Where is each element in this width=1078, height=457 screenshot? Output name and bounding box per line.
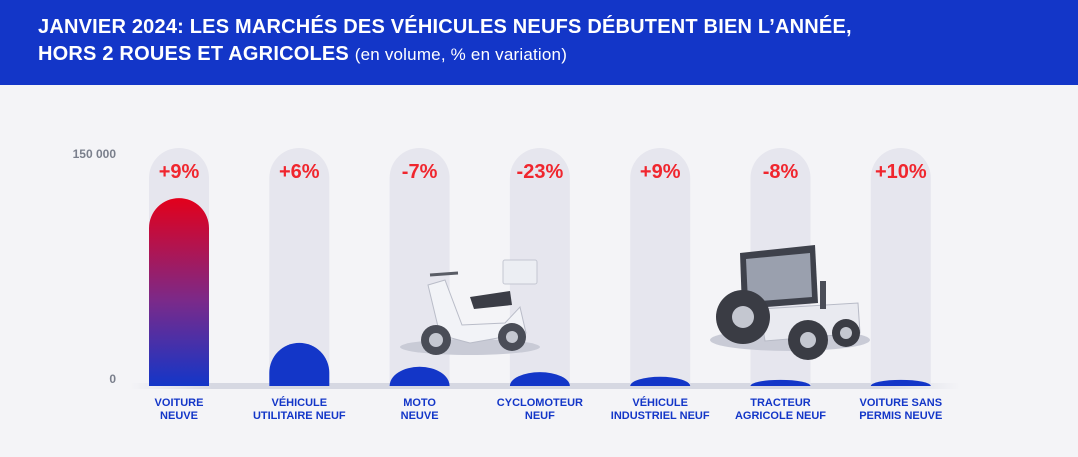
variation-label: -8% xyxy=(762,161,799,183)
bar-5 xyxy=(630,376,691,386)
category-label: VÉHICULE INDUSTRIEL NEUF xyxy=(610,397,710,422)
bar-track xyxy=(870,148,931,386)
bar-track xyxy=(630,148,691,386)
chart-header: JANVIER 2024: LES MARCHÉS DES VÉHICULES … xyxy=(0,0,1078,85)
chart-subtitle: (en volume, % en variation) xyxy=(354,45,568,64)
y-tick-bottom: 0 xyxy=(109,372,116,386)
variation-label: -23% xyxy=(516,161,564,183)
chart-title-line2-wrap: HORS 2 ROUES ET AGRICOLES (en volume, % … xyxy=(38,41,1078,68)
variation-label: +10% xyxy=(874,161,927,183)
bar-4 xyxy=(509,372,570,386)
variation-label: -7% xyxy=(401,161,438,183)
bar-6 xyxy=(750,379,811,386)
category-label: TRACTEUR AGRICOLE NEUF xyxy=(734,397,827,422)
category-label: VOITURE NEUVE xyxy=(154,397,204,422)
category-label: VÉHICULE UTILITAIRE NEUF xyxy=(252,397,346,422)
chart-title-line2: HORS 2 ROUES ET AGRICOLES xyxy=(38,43,349,65)
y-tick-top: 150 000 xyxy=(72,147,116,161)
tractor-icon xyxy=(710,245,870,360)
bar-track xyxy=(269,148,330,386)
variation-label: +9% xyxy=(158,161,200,183)
category-label: VOITURE SANS PERMIS NEUVE xyxy=(859,397,943,422)
bar-3 xyxy=(389,366,450,386)
category-label: CYCLOMOTEUR NEUF xyxy=(496,397,583,422)
variation-label: +6% xyxy=(279,161,320,183)
bar-1 xyxy=(149,198,209,386)
bar-2 xyxy=(269,342,330,386)
chart-title-line1: JANVIER 2024: LES MARCHÉS DES VÉHICULES … xyxy=(38,16,852,38)
category-label: MOTO NEUVE xyxy=(400,397,439,422)
bar-7 xyxy=(870,379,931,386)
bar-chart-area: 150 000 0 +9% +6% -7% -23% +9% -8% +10% VOITUR… xyxy=(0,85,1078,457)
bar-chart-svg xyxy=(130,147,960,389)
scooter-icon xyxy=(400,259,540,355)
variation-label: +9% xyxy=(639,161,681,183)
